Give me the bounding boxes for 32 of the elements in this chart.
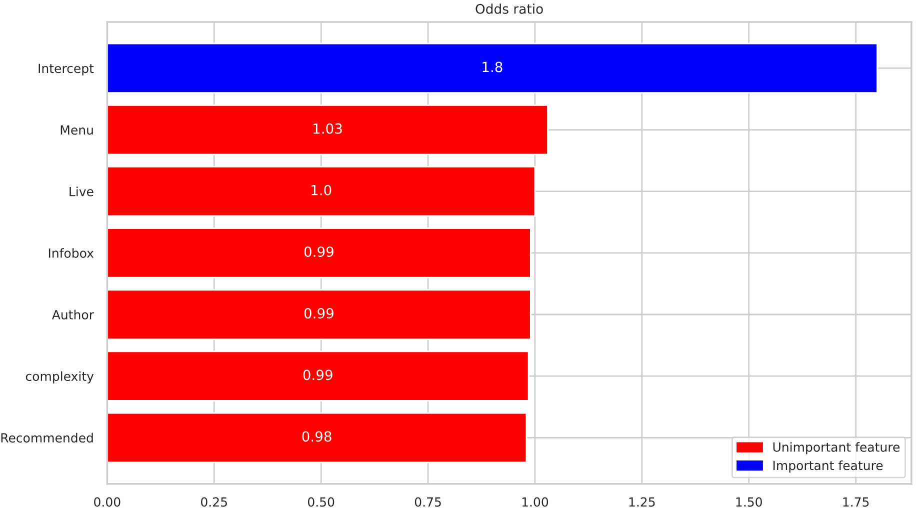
- legend-label: Unimportant feature: [773, 442, 900, 454]
- chart-title: Odds ratio: [476, 4, 543, 14]
- y-tick-label: Live: [70, 186, 94, 196]
- data-label: 1.8: [482, 62, 502, 72]
- y-tick-label: complexity: [26, 371, 94, 384]
- x-tick-label: 0.50: [308, 497, 334, 507]
- bar: [107, 412, 528, 463]
- x-tick-label: 1.25: [629, 497, 655, 507]
- x-tick-label: 1.75: [843, 497, 869, 507]
- data-label: 1.0: [312, 184, 332, 196]
- bar: [107, 42, 878, 94]
- y-tick-label: Menu: [60, 125, 93, 135]
- y-tick-label: Infobox: [48, 248, 94, 258]
- data-label: 0.99: [304, 246, 334, 257]
- x-tick-label: 1.00: [522, 497, 548, 507]
- y-tick-label: Recommended: [1, 432, 93, 443]
- y-tick-label: Author: [52, 310, 94, 320]
- x-tick-label: 1.50: [736, 497, 762, 507]
- x-tick-label: 0.75: [414, 497, 441, 507]
- data-label: 0.99: [303, 370, 332, 380]
- x-tick-label: 0.25: [201, 497, 227, 507]
- legend-label: Important feature: [773, 460, 883, 473]
- x-tick-label: 0.00: [94, 497, 120, 507]
- data-label: 0.98: [302, 431, 332, 442]
- data-label: 0.99: [304, 308, 334, 319]
- data-label: 1.03: [314, 123, 342, 134]
- y-tick-label: Intercept: [38, 64, 94, 76]
- bar: [107, 104, 548, 156]
- bar: [107, 289, 532, 340]
- bar: [107, 166, 536, 217]
- bar: [107, 350, 530, 402]
- bar: [107, 228, 532, 278]
